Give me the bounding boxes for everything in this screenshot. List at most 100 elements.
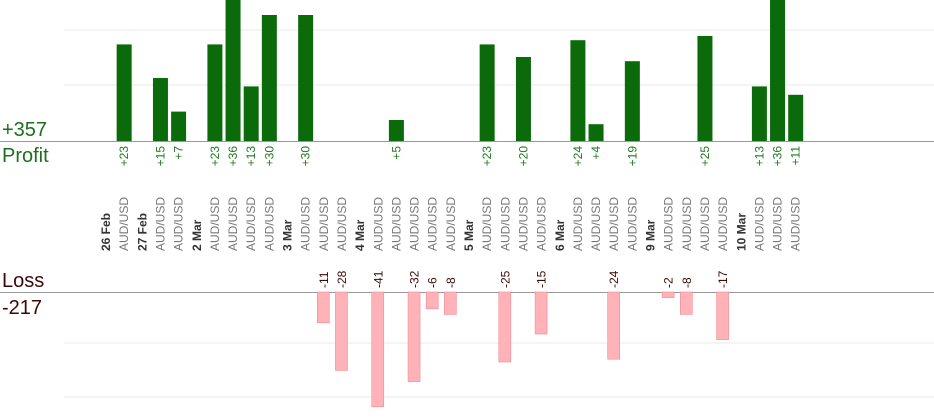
profit-value-label: +23: [117, 146, 131, 167]
profit-bar: [570, 40, 586, 142]
loss-bar: [607, 291, 621, 360]
loss-bar: [425, 291, 439, 310]
date-label: 27 Feb: [135, 213, 149, 251]
profit-value-label: +25: [698, 146, 712, 167]
loss-bar: [316, 291, 330, 324]
loss-bar: [498, 291, 512, 363]
profit-bar: [788, 94, 804, 141]
profit-bar: [770, 0, 786, 141]
profit-value-label: +30: [299, 146, 313, 167]
loss-value-label: -11: [317, 271, 331, 288]
loss-label: Loss: [2, 270, 45, 292]
loss-value-label: -32: [408, 270, 422, 288]
profit-value-label: +20: [516, 146, 530, 167]
profit-bar: [225, 0, 241, 141]
loss-bar: [371, 291, 385, 408]
pair-label: AUD/USD: [680, 197, 694, 251]
loss-value-label: -28: [335, 270, 349, 288]
loss-total: -217: [2, 297, 43, 319]
pair-label: AUD/USD: [589, 197, 603, 251]
pair-label: AUD/USD: [208, 197, 222, 251]
pair-label: AUD/USD: [335, 197, 349, 251]
profit-bar: [152, 78, 168, 141]
date-label: 5 Mar: [462, 219, 476, 251]
profit-value-label: +13: [752, 146, 766, 167]
loss-bar: [335, 291, 348, 371]
pair-label: AUD/USD: [535, 197, 549, 251]
pair-label: AUD/USD: [153, 197, 167, 251]
loss-bar: [534, 291, 548, 335]
labels: 26 Feb AUD/USD +23 27 Feb AUD/USD +15 AUD/USD +…: [99, 146, 803, 288]
pair-label: AUD/USD: [662, 197, 676, 251]
pair-label: AUD/USD: [498, 197, 512, 251]
pair-label: AUD/USD: [117, 197, 131, 251]
pair-label: AUD/USD: [172, 197, 186, 251]
date-label: 3 Mar: [281, 219, 295, 251]
loss-value-label: -15: [535, 270, 549, 288]
pair-label: AUD/USD: [317, 197, 331, 251]
pair-label: AUD/USD: [698, 197, 712, 251]
pair-label: AUD/USD: [571, 197, 585, 251]
date-label: 9 Mar: [644, 219, 658, 251]
profit-value-label: +36: [226, 146, 240, 167]
pair-label: AUD/USD: [426, 197, 440, 251]
loss-value-label: -6: [426, 277, 440, 288]
profit-bar: [624, 61, 640, 142]
pair-label: AUD/USD: [371, 197, 385, 251]
profit-value-label: +4: [589, 146, 603, 160]
profit-bar: [298, 15, 314, 141]
profit-value-label: +11: [789, 146, 803, 166]
pair-label: AUD/USD: [716, 197, 730, 251]
pair-label: AUD/USD: [262, 197, 276, 251]
profit-value-label: +23: [208, 146, 222, 167]
loss-bar: [407, 291, 421, 382]
profit-bar: [261, 15, 277, 141]
profit-value-label: +5: [389, 146, 403, 160]
profit-value-label: +13: [244, 146, 258, 167]
loss-value-label: -2: [662, 277, 676, 288]
pair-label: AUD/USD: [480, 197, 494, 251]
profit-bar: [588, 124, 604, 141]
pair-label: AUD/USD: [516, 197, 530, 251]
profit-value-label: +24: [571, 146, 585, 167]
profit-label: Profit: [2, 145, 49, 167]
profit-bar: [171, 111, 187, 141]
loss-bar: [444, 291, 457, 315]
loss-value-label: -8: [444, 277, 458, 288]
pair-label: AUD/USD: [408, 197, 422, 251]
profit-bar: [751, 86, 767, 141]
profit-value-label: +30: [262, 146, 276, 167]
loss-value-label: -17: [716, 270, 730, 288]
profit-bar: [116, 44, 132, 141]
pair-label: AUD/USD: [244, 197, 258, 251]
pair-label: AUD/USD: [752, 197, 766, 251]
loss-value-label: -8: [680, 277, 694, 288]
profit-value-label: +7: [172, 146, 186, 160]
pair-label: AUD/USD: [299, 197, 313, 251]
profit-bar: [697, 36, 713, 141]
profit-bar: [207, 44, 223, 141]
profit-value-label: +15: [153, 146, 167, 167]
date-label: 6 Mar: [553, 219, 567, 251]
profit-value-label: +23: [480, 146, 494, 167]
loss-value-label: -24: [607, 270, 621, 288]
bars: [116, 0, 804, 408]
date-label: 10 Mar: [734, 213, 748, 251]
date-label: 26 Feb: [99, 213, 113, 251]
pair-label: AUD/USD: [625, 197, 639, 251]
date-label: 4 Mar: [353, 219, 367, 251]
pair-label: AUD/USD: [444, 197, 458, 251]
loss-bar: [661, 291, 675, 298]
profit-bar: [479, 44, 495, 141]
loss-bar: [679, 291, 693, 315]
loss-value-label: -41: [371, 270, 385, 288]
pair-label: AUD/USD: [389, 197, 403, 251]
loss-value-label: -25: [498, 270, 512, 288]
date-label: 2 Mar: [190, 219, 204, 251]
profit-bar: [243, 86, 259, 141]
profit-value-label: +36: [771, 146, 785, 167]
profit-value-label: +19: [625, 146, 639, 167]
profit-bar: [388, 120, 404, 141]
pair-label: AUD/USD: [771, 197, 785, 251]
